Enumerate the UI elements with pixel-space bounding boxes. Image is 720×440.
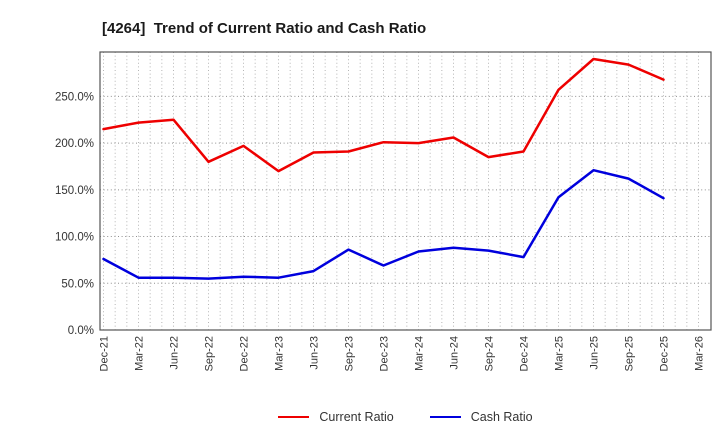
y-tick-label: 250.0% bbox=[55, 91, 94, 103]
x-tick-label: Jun-22 bbox=[169, 336, 181, 370]
x-tick-label: Mar-22 bbox=[134, 336, 146, 371]
legend-item-current-ratio: Current Ratio bbox=[278, 410, 394, 424]
x-tick-label: Sep-25 bbox=[624, 336, 636, 371]
series-line-cash-ratio bbox=[102, 168, 665, 280]
legend-swatch-cash-ratio bbox=[429, 416, 461, 418]
y-tick-label: 100.0% bbox=[55, 232, 94, 244]
legend-swatch-current-ratio bbox=[278, 416, 310, 418]
y-tick-label: 0.0% bbox=[68, 325, 94, 337]
legend-label-cash-ratio: Cash Ratio bbox=[470, 410, 533, 424]
x-tick-label: Mar-26 bbox=[694, 336, 706, 371]
x-tick-label: Dec-23 bbox=[379, 336, 391, 371]
x-tick-label: Dec-24 bbox=[519, 336, 531, 371]
x-tick-label: Sep-24 bbox=[484, 336, 496, 371]
x-tick-label: Dec-22 bbox=[239, 336, 251, 371]
x-tick-label: Jun-23 bbox=[309, 336, 321, 370]
y-tick-label: 50.0% bbox=[61, 278, 94, 290]
x-tick-label: Sep-23 bbox=[344, 336, 356, 371]
x-tick-label: Jun-25 bbox=[589, 336, 601, 370]
chart-title: [4264] Trend of Current Ratio and Cash R… bbox=[102, 20, 427, 37]
x-tick-label: Mar-24 bbox=[414, 336, 426, 371]
y-tick-label: 150.0% bbox=[55, 185, 94, 197]
x-tick-label: Mar-23 bbox=[274, 336, 286, 371]
x-tick-label: Jun-24 bbox=[449, 336, 461, 370]
x-tick-label: Sep-22 bbox=[204, 336, 216, 371]
y-tick-label: 200.0% bbox=[55, 138, 94, 150]
plot-border bbox=[99, 51, 712, 331]
x-tick-label: Dec-25 bbox=[659, 336, 671, 371]
x-tick-label: Mar-25 bbox=[554, 336, 566, 371]
legend-item-cash-ratio: Cash Ratio bbox=[429, 410, 533, 424]
legend: Current Ratio Cash Ratio bbox=[100, 404, 711, 430]
series-line-current-ratio bbox=[102, 57, 665, 173]
legend-label-current-ratio: Current Ratio bbox=[319, 410, 394, 424]
x-tick-label: Dec-21 bbox=[99, 336, 111, 371]
